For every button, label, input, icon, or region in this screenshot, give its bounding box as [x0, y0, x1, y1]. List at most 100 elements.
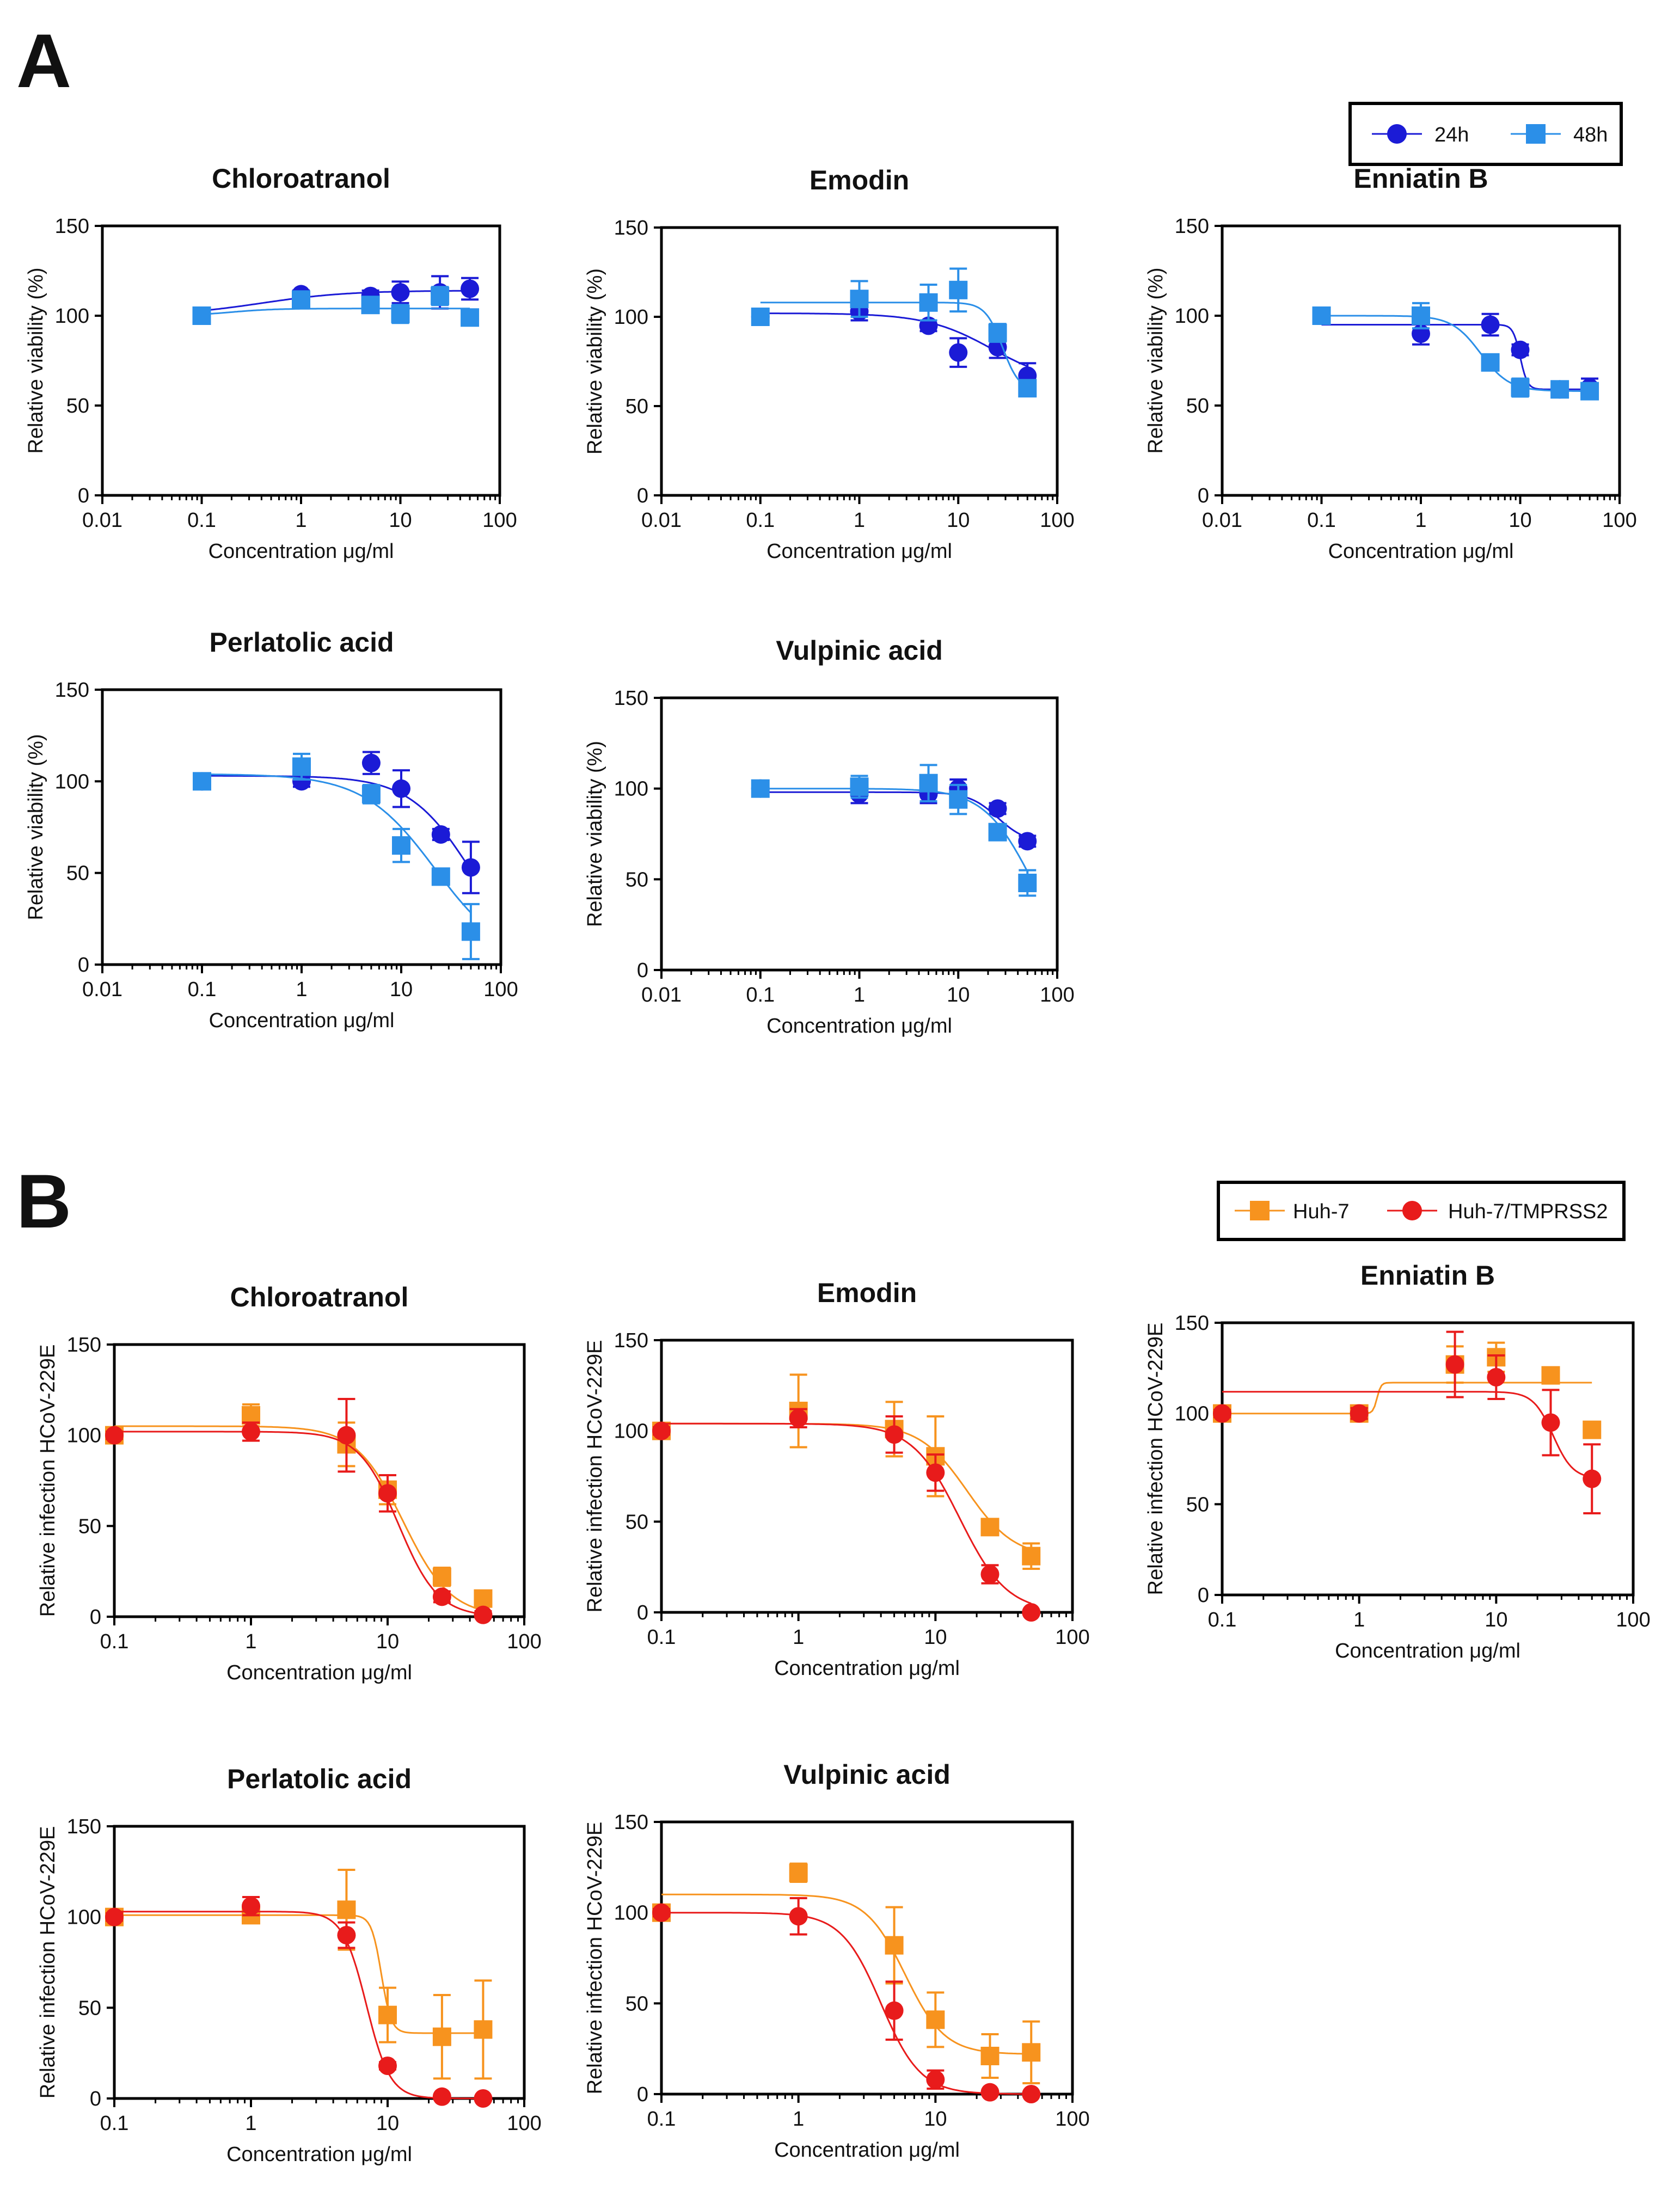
chart-b-vulpinic-acid-xtick-label: 100 — [1055, 2108, 1089, 2131]
chart-b-emodin-ytick-label: 150 — [614, 1329, 648, 1352]
chart-b-chloroatranol-series-huh-7-tmprss2-point — [474, 1605, 493, 1624]
chart-a-emodin-xtick-label: 0.01 — [641, 509, 682, 532]
chart-b-perlatolic-acid-series-huh-7-tmprss2 — [105, 1896, 493, 2108]
chart-b-enniatin-b-ylabel: Relative infection HCoV-229E — [1144, 1323, 1167, 1595]
chart-b-chloroatranol-xtick-label: 1 — [245, 1630, 256, 1653]
chart-b-emodin-series-huh-7-tmprss2 — [652, 1408, 1041, 1622]
chart-b-vulpinic-acid-xtick-label: 0.1 — [647, 2108, 676, 2131]
chart-b-perlatolic-acid-series-huh-7-tmprss2-point — [432, 2087, 451, 2106]
chart-a-emodin-ylabel: Relative viability (%) — [584, 268, 606, 455]
chart-a-emodin-series-48h-point — [751, 308, 770, 326]
chart-a-perlatolic-acid-ytick-label: 50 — [66, 862, 89, 885]
chart-b-vulpinic-acid-ylabel: Relative infection HCoV-229E — [584, 1822, 606, 2095]
chart-b-enniatin-b-series-huh-7-tmprss2-fit-curve — [1222, 1391, 1592, 1478]
chart-b-enniatin-b-series-huh-7-point — [1541, 1366, 1560, 1385]
chart-a-perlatolic-acid-series-24h-point — [292, 772, 311, 791]
chart-b-enniatin-b-ytick-label: 0 — [1198, 1584, 1209, 1607]
chart-b-vulpinic-acid-series-huh-7-point — [789, 1863, 808, 1882]
chart-b-emodin-xlabel: Concentration μg/ml — [774, 1657, 960, 1680]
chart-b-chloroatranol-series-huh-7-point — [432, 1567, 451, 1586]
chart-b-chloroatranol-ylabel: Relative infection HCoV-229E — [36, 1345, 59, 1617]
chart-a-chloroatranol-series-24h-fit-curve — [201, 290, 470, 312]
chart-b-emodin-series-huh-7-tmprss2-point — [926, 1463, 945, 1482]
chart-b-perlatolic-acid-xtick-label: 0.1 — [100, 2112, 129, 2135]
chart-b-emodin-series-huh-7-fit-curve — [661, 1422, 1032, 1550]
chart-a-perlatolic-acid-ytick-label: 0 — [78, 954, 89, 977]
chart-b-enniatin-b: Enniatin B 0 50 100 150 0.1 1 10 100 Concentratio… — [1144, 1260, 1651, 1662]
chart-b-vulpinic-acid-series-huh-7 — [652, 1862, 1041, 2084]
chart-a-enniatin-b-series-48h-point — [1481, 353, 1500, 372]
chart-a-emodin-xtick-label: 100 — [1040, 509, 1074, 532]
chart-b-perlatolic-acid-series-huh-7-point — [474, 2020, 493, 2039]
chart-b-perlatolic-acid-xtick-label: 100 — [507, 2112, 541, 2135]
chart-a-chloroatranol-series-48h-point — [461, 308, 480, 327]
chart-a-enniatin-b-series-48h-point — [1312, 306, 1331, 325]
chart-a-chloroatranol-xtick-label: 0.1 — [187, 509, 216, 532]
chart-a-perlatolic-acid-series-24h-point — [361, 753, 381, 772]
legend-48h-marker — [1526, 124, 1546, 144]
chart-b-emodin-ytick-label: 100 — [614, 1420, 648, 1443]
chart-b-vulpinic-acid-series-huh-7-tmprss2-point — [926, 2070, 945, 2089]
chart-a-perlatolic-acid-series-24h-point — [431, 825, 450, 844]
chart-b-vulpinic-acid-series-huh-7-tmprss2-point — [789, 1907, 808, 1926]
chart-a-enniatin-b-series-24h-point — [1511, 340, 1530, 359]
chart-b-vulpinic-acid-ytick-label: 50 — [626, 1992, 648, 2015]
chart-b-enniatin-b-xtick-label: 10 — [1485, 1609, 1507, 1631]
legend-tmprss2-marker — [1402, 1201, 1422, 1220]
chart-b-chloroatranol-series-huh-7-tmprss2 — [105, 1398, 493, 1624]
legend-24h-marker — [1387, 124, 1407, 144]
chart-b-enniatin-b-series-huh-7-tmprss2 — [1213, 1330, 1602, 1514]
chart-a-vulpinic-acid-xtick-label: 10 — [947, 984, 970, 1006]
chart-a-enniatin-b-series-48h-point — [1580, 382, 1599, 401]
chart-a-enniatin-b-series-48h-fit-curve — [1321, 315, 1590, 392]
chart-a-emodin-series-48h — [751, 267, 1037, 398]
chart-a-vulpinic-acid-xtick-label: 0.1 — [746, 984, 775, 1006]
chart-b-vulpinic-acid-series-huh-7-point — [885, 1936, 904, 1955]
chart-b-perlatolic-acid-series-huh-7-point — [378, 2005, 397, 2024]
chart-a-enniatin-b-title: Enniatin B — [1353, 163, 1488, 194]
chart-a-chloroatranol-ytick-label: 0 — [78, 484, 89, 507]
chart-a-vulpinic-acid-title: Vulpinic acid — [776, 635, 943, 666]
chart-b-enniatin-b-series-huh-7-tmprss2-point — [1487, 1368, 1506, 1386]
chart-a-emodin-series-24h-point — [949, 343, 968, 362]
chart-b-perlatolic-acid-series-huh-7-tmprss2-point — [474, 2089, 493, 2108]
chart-b-enniatin-b-frame — [1221, 1321, 1635, 1597]
chart-a-enniatin-b-xlabel: Concentration μg/ml — [1328, 540, 1514, 563]
chart-b-perlatolic-acid-ytick-label: 150 — [67, 1815, 101, 1838]
chart-a-chloroatranol-series-48h-fit-curve — [201, 308, 470, 315]
chart-b-chloroatranol-xtick-label: 0.1 — [100, 1630, 129, 1653]
chart-a-chloroatranol-title: Chloroatranol — [212, 163, 390, 194]
chart-a-perlatolic-acid-xtick-label: 1 — [296, 978, 307, 1001]
chart-b-emodin-series-huh-7-tmprss2-point — [1022, 1603, 1041, 1622]
chart-b-enniatin-b-xlabel: Concentration μg/ml — [1335, 1640, 1520, 1662]
chart-b-perlatolic-acid-series-huh-7-tmprss2-point — [337, 1926, 356, 1944]
chart-b-enniatin-b-ytick-label: 100 — [1175, 1403, 1209, 1426]
chart-a-vulpinic-acid-ylabel: Relative viability (%) — [584, 741, 606, 927]
chart-b-vulpinic-acid-ytick-label: 100 — [614, 1902, 648, 1925]
legend-huh7-label: Huh-7 — [1293, 1200, 1350, 1223]
chart-a-emodin-xtick-label: 1 — [854, 509, 865, 532]
chart-a-emodin-series-24h — [751, 301, 1037, 390]
chart-b-vulpinic-acid-ytick-label: 150 — [614, 1811, 648, 1834]
chart-b-vulpinic-acid-series-huh-7-tmprss2 — [652, 1897, 1041, 2103]
chart-b-perlatolic-acid: Perlatolic acid 0 50 100 150 0.1 1 10 100 Concent… — [36, 1764, 542, 2166]
chart-a-emodin-ytick-label: 150 — [614, 217, 648, 240]
chart-a-vulpinic-acid-xtick-label: 1 — [854, 984, 865, 1006]
chart-a-perlatolic-acid-title: Perlatolic acid — [209, 627, 394, 658]
chart-a-vulpinic-acid-ytick-label: 100 — [614, 778, 648, 801]
chart-b-enniatin-b-series-huh-7-fit-curve — [1222, 1382, 1592, 1415]
chart-b-perlatolic-acid-series-huh-7-fit-curve — [114, 1914, 483, 2034]
chart-a-enniatin-b-xtick-label: 10 — [1509, 509, 1531, 532]
chart-b-vulpinic-acid-frame — [660, 1820, 1074, 2096]
chart-a-enniatin-b-series-48h-point — [1511, 378, 1530, 397]
chart-a-emodin-series-48h-point — [949, 280, 968, 299]
chart-a-chloroatranol-ytick-label: 50 — [66, 395, 89, 418]
chart-b-emodin-series-huh-7 — [652, 1373, 1041, 1570]
legend-48h-label: 48h — [1573, 124, 1608, 146]
chart-b-vulpinic-acid-series-huh-7-point — [980, 2047, 1000, 2065]
chart-b-perlatolic-acid-xtick-label: 10 — [376, 2112, 399, 2135]
chart-a-enniatin-b-ylabel: Relative viability (%) — [1144, 267, 1167, 453]
chart-a-enniatin-b-series-48h-point — [1550, 380, 1569, 399]
chart-b-vulpinic-acid-series-huh-7-fit-curve — [661, 1893, 1032, 2055]
